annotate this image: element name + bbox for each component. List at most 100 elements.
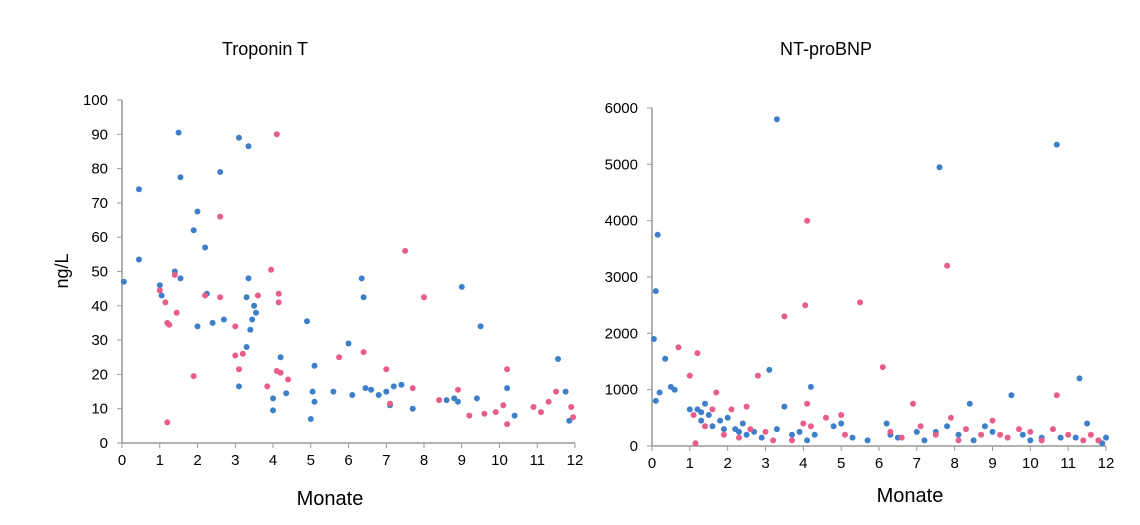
point-layer <box>650 116 1109 447</box>
data-point-pink <box>1050 426 1056 433</box>
data-point-blue <box>1076 375 1083 382</box>
data-point-blue <box>966 400 973 407</box>
data-point-blue <box>739 420 746 427</box>
x-tick-label: 12 <box>567 452 584 469</box>
data-point-blue <box>368 386 375 393</box>
data-point-blue <box>652 288 659 295</box>
data-point-blue <box>360 294 367 301</box>
data-point-pink <box>171 271 178 278</box>
data-point-blue <box>511 412 518 419</box>
data-point-blue <box>270 407 276 414</box>
data-point-pink <box>275 299 282 306</box>
data-point-pink <box>402 247 409 254</box>
x-tick-label: 5 <box>307 452 315 469</box>
data-point-blue <box>883 420 890 427</box>
data-point-blue <box>307 416 314 422</box>
data-point-pink <box>545 398 552 405</box>
data-point-blue <box>773 426 780 433</box>
data-point-pink <box>944 262 951 269</box>
data-point-pink <box>409 385 416 392</box>
data-point-pink <box>887 428 894 435</box>
data-point-pink <box>481 410 488 417</box>
data-point-pink <box>838 412 845 418</box>
y-tick-label: 0 <box>100 435 108 452</box>
tick-layer: 0 1 2 3 4 5 6 7 8 9 10 11 12010002000300040005000600… <box>605 100 1115 472</box>
x-tick-label: 0 <box>118 452 126 469</box>
x-tick-label: 10 <box>491 452 508 469</box>
data-point-blue <box>243 294 250 301</box>
data-point-pink <box>804 400 811 407</box>
data-point-blue <box>650 336 657 342</box>
data-point-pink <box>421 294 427 301</box>
data-point-pink <box>713 389 720 396</box>
data-point-blue <box>796 428 803 435</box>
data-point-pink <box>675 344 682 351</box>
data-point-pink <box>747 426 754 433</box>
data-point-blue <box>562 388 569 395</box>
x-tick-label: 4 <box>269 452 277 469</box>
data-point-blue <box>309 388 316 395</box>
data-point-pink <box>802 302 809 309</box>
data-point-blue <box>804 437 811 444</box>
data-point-pink <box>504 421 511 428</box>
data-point-blue <box>970 437 977 444</box>
data-point-pink <box>254 292 261 299</box>
data-point-pink <box>264 383 271 390</box>
data-point-pink <box>1053 392 1060 399</box>
y-tick-label: 20 <box>91 366 108 383</box>
data-point-blue <box>1019 431 1026 438</box>
data-point-pink <box>743 403 750 410</box>
data-point-blue <box>473 395 480 402</box>
y-tick-label: 50 <box>91 264 108 281</box>
x-tick-label: 1 <box>686 455 694 472</box>
data-point-pink <box>955 437 962 444</box>
data-point-blue <box>717 417 724 424</box>
data-point-pink <box>162 299 169 306</box>
data-point-blue <box>220 316 227 323</box>
data-point-blue <box>773 116 780 123</box>
y-tick-label: 1000 <box>605 382 638 399</box>
data-point-blue <box>1103 434 1109 441</box>
data-point-blue <box>724 414 731 421</box>
data-point-pink <box>910 400 916 407</box>
data-point-blue <box>1057 434 1064 441</box>
data-point-pink <box>932 431 939 438</box>
data-point-blue <box>175 129 182 136</box>
data-point-blue <box>330 388 337 395</box>
data-point-pink <box>823 414 829 421</box>
data-point-blue <box>811 431 818 438</box>
data-point-pink <box>800 420 807 427</box>
data-point-pink <box>336 354 343 361</box>
data-point-pink <box>804 217 811 224</box>
data-point-pink <box>570 414 577 421</box>
data-point-pink <box>273 131 280 138</box>
data-point-blue <box>443 397 450 404</box>
x-tick-label: 0 <box>648 455 656 472</box>
y-tick-label: 90 <box>91 126 108 143</box>
x-tick-label: 6 <box>875 455 883 472</box>
data-point-pink <box>455 386 461 393</box>
data-point-pink <box>690 412 697 418</box>
data-point-pink <box>947 414 954 421</box>
data-point-blue <box>1027 437 1034 444</box>
data-point-blue <box>383 388 390 395</box>
x-tick-label: 8 <box>950 455 958 472</box>
data-point-blue <box>936 164 943 171</box>
data-point-pink <box>232 352 239 359</box>
data-point-blue <box>362 385 369 392</box>
data-point-pink <box>1027 428 1034 435</box>
data-point-blue <box>944 423 951 430</box>
x-tick-label: 6 <box>344 452 352 469</box>
data-point-blue <box>243 344 250 350</box>
data-point-blue <box>349 392 356 398</box>
data-point-pink <box>989 417 996 424</box>
data-point-blue <box>194 208 201 215</box>
data-point-pink <box>917 423 924 430</box>
data-point-blue <box>758 434 765 441</box>
data-point-blue <box>177 174 184 181</box>
data-point-blue <box>209 319 216 326</box>
data-point-pink <box>232 323 239 330</box>
data-point-blue <box>698 417 705 424</box>
x-tick-label: 10 <box>1022 455 1039 472</box>
data-point-blue <box>654 231 661 238</box>
